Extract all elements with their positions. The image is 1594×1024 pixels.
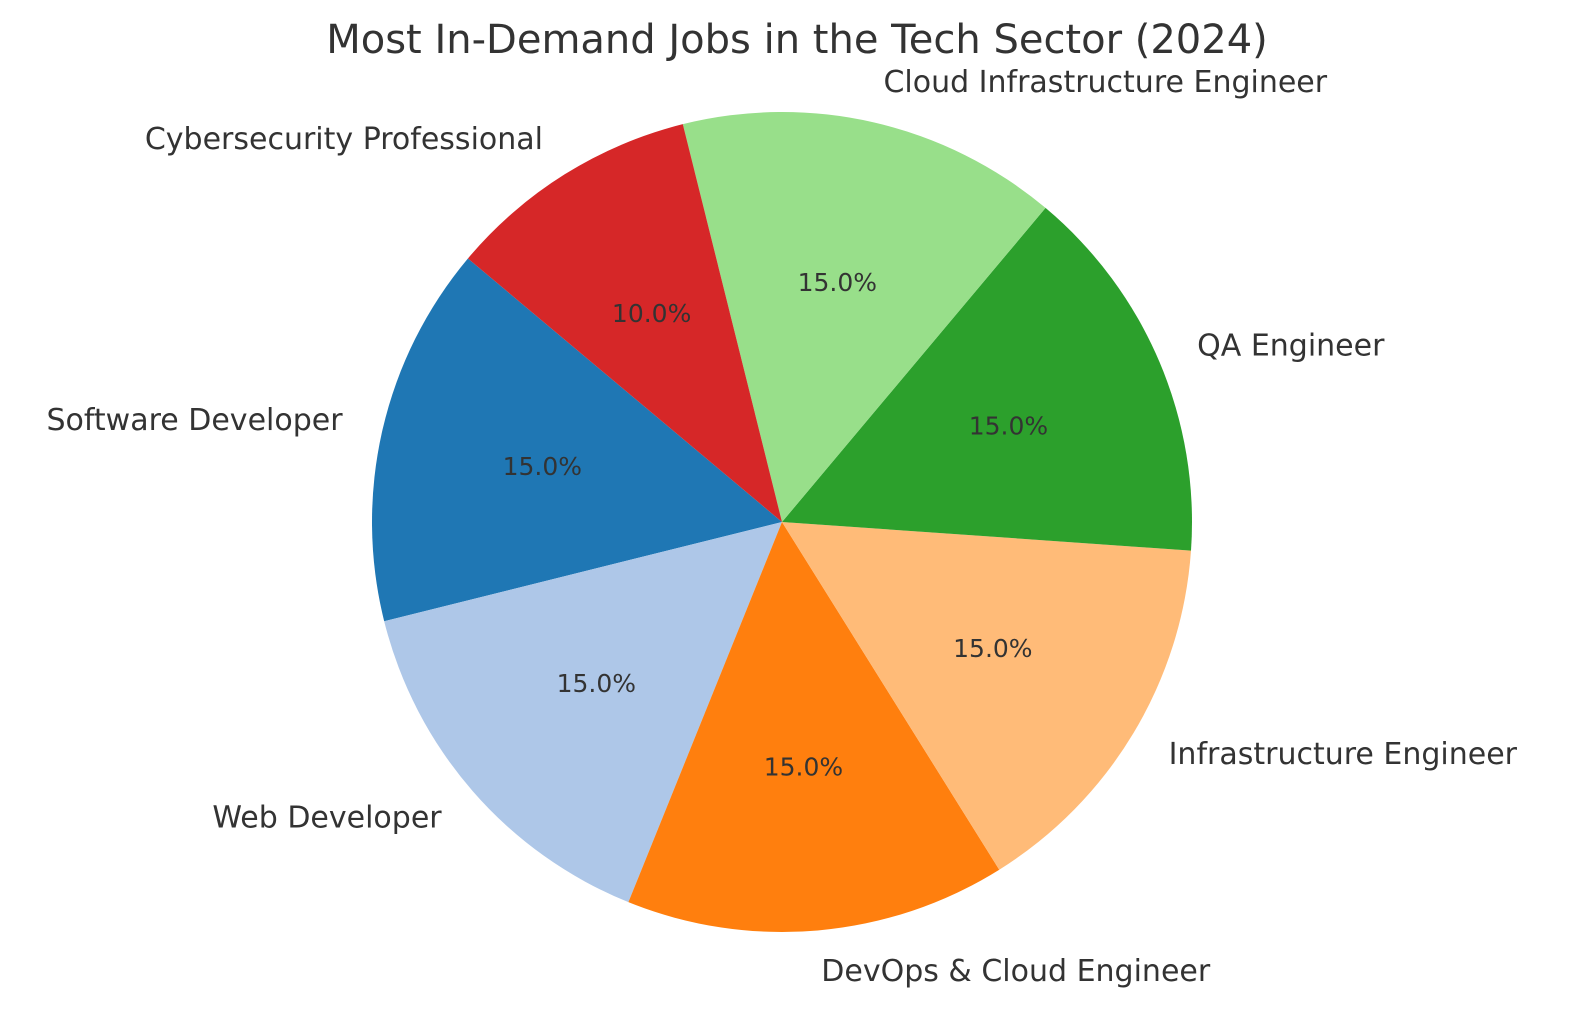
percent-label: 15.0% xyxy=(969,411,1048,440)
slice-label: Web Developer xyxy=(212,800,442,835)
pie-slice xyxy=(628,522,1000,932)
percent-label: 15.0% xyxy=(557,669,636,698)
pie-slice xyxy=(372,258,782,622)
percent-label: 15.0% xyxy=(764,753,843,782)
percent-label: 15.0% xyxy=(953,634,1032,663)
slice-label: QA Engineer xyxy=(1197,328,1385,363)
slice-label: Infrastructure Engineer xyxy=(1169,737,1518,772)
pie-slice xyxy=(682,111,1046,522)
slice-label: Cybersecurity Professional xyxy=(145,122,543,157)
pie-slice xyxy=(782,207,1192,551)
pie-slice xyxy=(782,522,1192,870)
percent-label: 15.0% xyxy=(798,268,877,297)
slice-label: Cloud Infrastructure Engineer xyxy=(883,65,1327,100)
pie-slices xyxy=(372,111,1192,932)
percent-label: 15.0% xyxy=(503,452,582,481)
percent-labels: 15.0% 15.0% 15.0% 15.0% 15.0% 15.0% 10.0% xyxy=(503,268,1049,782)
chart-title: Most In-Demand Jobs in the Tech Sector (… xyxy=(326,17,1268,63)
slice-labels: Software Developer Web Developer DevOps & … xyxy=(46,65,1517,989)
slice-label: DevOps & Cloud Engineer xyxy=(821,954,1211,989)
percent-label: 10.0% xyxy=(612,299,691,328)
slice-label: Software Developer xyxy=(46,403,343,438)
pie-slice xyxy=(384,522,782,903)
pie-slice xyxy=(467,124,782,523)
